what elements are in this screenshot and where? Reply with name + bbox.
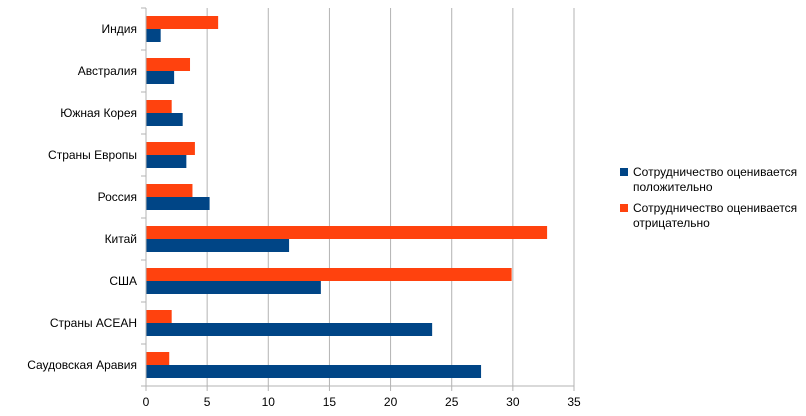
bar-negative <box>146 16 219 29</box>
legend-label: Сотрудничество оценивается положительно <box>633 165 797 194</box>
bar-negative <box>146 100 172 113</box>
bar-negative <box>146 268 512 281</box>
category-labels: Индия Австралия Южная Корея Страны Европы Ро… <box>27 22 137 372</box>
x-tick-label: 10 <box>262 395 276 409</box>
x-axis-ticks: 0 5 10 15 20 25 30 35 <box>143 386 581 409</box>
x-tick-label: 15 <box>323 395 337 409</box>
bar-negative <box>146 142 195 155</box>
category-label: США <box>109 274 137 288</box>
bars <box>146 16 548 378</box>
bar-negative <box>146 352 170 365</box>
x-tick-label: 5 <box>204 395 211 409</box>
category-label: Страны Европы <box>48 148 137 162</box>
bar-positive <box>146 29 161 42</box>
category-label: Китай <box>105 232 137 246</box>
bar-positive <box>146 281 321 294</box>
bar-positive <box>146 113 183 126</box>
bar-positive <box>146 365 482 378</box>
category-label: Саудовская Аравия <box>27 358 137 372</box>
legend-swatch <box>620 204 628 212</box>
axes <box>141 7 574 387</box>
x-tick-label: 30 <box>506 395 520 409</box>
bar-negative <box>146 226 548 239</box>
bar-positive <box>146 71 175 84</box>
x-tick-label: 35 <box>567 395 581 409</box>
category-label: Индия <box>102 22 137 36</box>
bar-negative <box>146 310 172 323</box>
category-label: Страны АСЕАН <box>50 316 137 330</box>
bar-negative <box>146 184 193 197</box>
gridlines <box>206 8 575 386</box>
category-label: Австралия <box>78 64 137 78</box>
legend-label: Сотрудничество оценивается отрицательно <box>633 201 797 230</box>
x-tick-label: 25 <box>445 395 459 409</box>
legend-swatch <box>620 168 628 176</box>
category-label: Россия <box>98 190 137 204</box>
x-tick-label: 0 <box>143 395 150 409</box>
bar-positive <box>146 239 290 252</box>
category-label: Южная Корея <box>60 106 137 120</box>
legend: Сотрудничество оценивается положительно Со… <box>620 165 797 230</box>
bar-positive <box>146 155 187 168</box>
bar-positive <box>146 323 433 336</box>
bar-negative <box>146 58 191 71</box>
bar-positive <box>146 197 210 210</box>
x-tick-label: 20 <box>384 395 398 409</box>
